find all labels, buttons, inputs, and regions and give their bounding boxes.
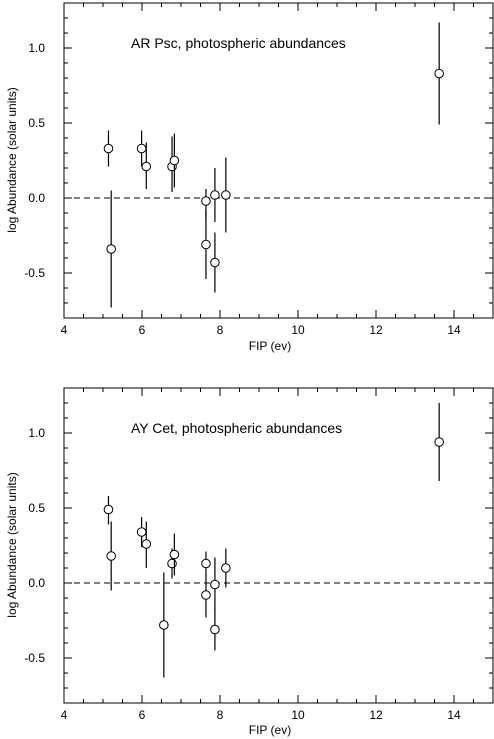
data-point: [106, 244, 116, 254]
data-point: [434, 68, 444, 79]
data-point: [136, 527, 147, 537]
x-tick-label: 4: [61, 323, 68, 337]
y-tick-label: 0.5: [28, 501, 45, 515]
y-tick-label: 1.0: [28, 426, 45, 440]
data-point: [141, 539, 152, 549]
data-point: [221, 563, 231, 573]
y-axis-label: log Abundance (solar units): [5, 87, 19, 232]
x-tick-label: 12: [369, 323, 383, 337]
data-point: [210, 257, 220, 268]
data-point: [201, 590, 211, 600]
panel-title: AY Cet, photospheric abundances: [131, 420, 342, 436]
x-tick-label: 10: [291, 323, 305, 337]
data-point: [169, 549, 180, 560]
data-point: [210, 579, 220, 590]
data-point: [201, 196, 211, 206]
x-tick-label: 6: [139, 708, 146, 722]
x-tick-label: 8: [217, 708, 224, 722]
data-point: [221, 190, 231, 200]
x-tick-label: 14: [447, 708, 461, 722]
panel-title: AR Psc, photospheric abundances: [131, 35, 346, 51]
data-point: [210, 624, 220, 635]
data-point: [141, 161, 152, 172]
data-point: [210, 190, 220, 200]
data-point: [201, 239, 211, 250]
panel-ar-psc: AR Psc, photospheric abundances FIP (ev)…: [5, 2, 494, 353]
data-point: [106, 551, 116, 561]
x-axis-label: FIP (ev): [249, 339, 291, 353]
y-tick-label: 1.0: [28, 41, 45, 55]
panel-ay-cet: AY Cet, photospheric abundances FIP (ev)…: [5, 387, 494, 737]
x-tick-label: 12: [369, 708, 383, 722]
x-tick-label: 4: [61, 708, 68, 722]
x-tick-label: 10: [291, 708, 305, 722]
x-tick-label: 14: [447, 323, 461, 337]
x-tick-label: 6: [139, 323, 146, 337]
data-point: [103, 504, 114, 515]
data-point: [434, 437, 444, 447]
x-axis-label: FIP (ev): [249, 723, 291, 737]
data-point: [136, 143, 147, 154]
data-point: [103, 143, 114, 154]
y-axis-label: log Abundance (solar units): [5, 472, 19, 617]
y-tick-label: 0.5: [28, 116, 45, 130]
y-tick-label: -0.5: [24, 266, 45, 280]
data-point: [167, 558, 177, 569]
y-tick-label: 0.0: [28, 191, 45, 205]
y-tick-label: -0.5: [24, 651, 45, 665]
data-point: [169, 155, 180, 166]
y-tick-label: 0.0: [28, 576, 45, 590]
x-tick-label: 8: [217, 323, 224, 337]
data-point: [159, 620, 169, 630]
data-point: [201, 558, 211, 569]
